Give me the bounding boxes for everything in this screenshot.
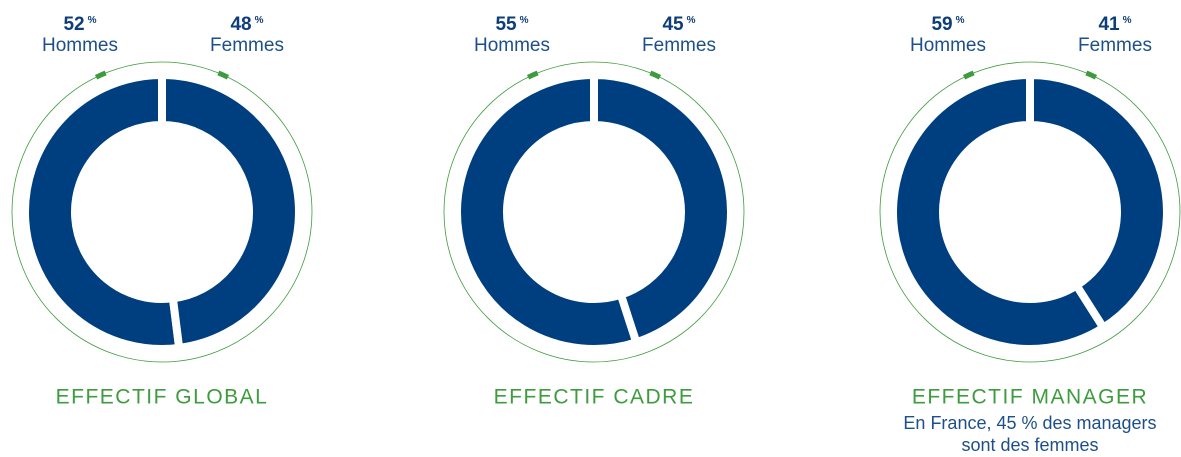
ring-tick bbox=[649, 70, 662, 80]
value-label: 59% bbox=[931, 14, 964, 35]
category-label: Femmes bbox=[1078, 35, 1152, 56]
ring-tick bbox=[94, 70, 107, 80]
value-unit: % bbox=[687, 15, 696, 26]
value-number: 45 bbox=[662, 14, 684, 35]
donut-slice bbox=[158, 70, 303, 353]
ring-tick bbox=[962, 70, 975, 80]
category-label: Hommes bbox=[474, 35, 550, 56]
value-number: 55 bbox=[495, 14, 517, 35]
value-label: 55% bbox=[495, 14, 528, 35]
chart-title: EFFECTIF CADRE bbox=[494, 386, 695, 409]
chart-title: EFFECTIF GLOBAL bbox=[56, 386, 269, 409]
chart-subtitle: sont des femmes bbox=[961, 435, 1098, 455]
value-unit: % bbox=[520, 15, 529, 26]
category-label: Hommes bbox=[42, 35, 118, 56]
outer-ring bbox=[11, 61, 313, 363]
value-unit: % bbox=[255, 15, 264, 26]
value-number: 48 bbox=[230, 14, 251, 35]
value-unit: % bbox=[1123, 15, 1132, 26]
value-label: 45% bbox=[662, 14, 695, 35]
chart-subtitle: En France, 45 % des managers bbox=[903, 413, 1156, 433]
donut-slice bbox=[453, 70, 642, 353]
donut-slice bbox=[1026, 70, 1171, 334]
value-number: 41 bbox=[1098, 14, 1120, 35]
ring-tick bbox=[217, 70, 230, 80]
donut-slice bbox=[21, 70, 184, 353]
value-number: 52 bbox=[63, 14, 84, 35]
category-label: Hommes bbox=[910, 35, 986, 56]
ring-tick bbox=[526, 70, 539, 80]
value-unit: % bbox=[956, 15, 965, 26]
value-number: 59 bbox=[931, 14, 952, 35]
value-label: 41% bbox=[1098, 14, 1131, 35]
value-label: 48% bbox=[230, 14, 263, 35]
donut-slice bbox=[889, 70, 1109, 353]
donut-slice bbox=[590, 70, 735, 348]
ring-tick bbox=[1085, 70, 1098, 80]
chart-title: EFFECTIF MANAGER bbox=[912, 386, 1148, 409]
category-label: Femmes bbox=[210, 35, 284, 56]
category-label: Femmes bbox=[642, 35, 716, 56]
outer-ring bbox=[879, 61, 1181, 363]
value-label: 52% bbox=[63, 14, 96, 35]
outer-ring bbox=[443, 61, 745, 363]
value-unit: % bbox=[88, 15, 97, 26]
